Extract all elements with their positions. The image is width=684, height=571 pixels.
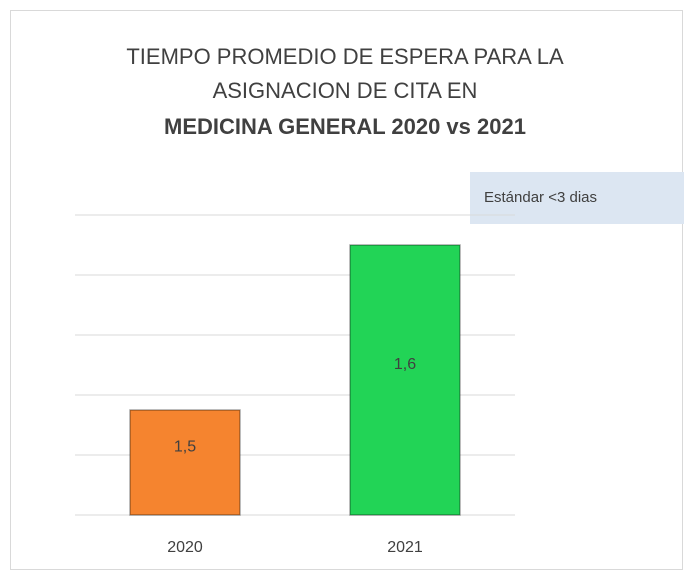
bar	[129, 409, 241, 516]
chart-title: ASIGNACION DE CITA EN	[213, 78, 478, 103]
data-label: 1,5	[174, 439, 196, 456]
chart-title: MEDICINA GENERAL 2020 vs 2021	[164, 114, 526, 139]
annotation: Estándar <3 dias	[484, 189, 597, 206]
chart-frame	[10, 10, 683, 570]
x-tick-label: 2021	[387, 539, 423, 556]
bar	[349, 244, 461, 516]
x-tick-label: 2020	[167, 539, 203, 556]
data-label: 1,6	[394, 356, 416, 373]
chart-title: TIEMPO PROMEDIO DE ESPERA PARA LA	[126, 44, 564, 69]
